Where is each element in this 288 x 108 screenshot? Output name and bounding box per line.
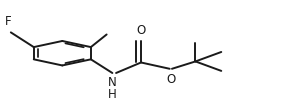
Text: F: F — [5, 15, 11, 28]
Text: N
H: N H — [108, 76, 117, 101]
Text: O: O — [137, 24, 146, 37]
Text: O: O — [166, 73, 176, 86]
